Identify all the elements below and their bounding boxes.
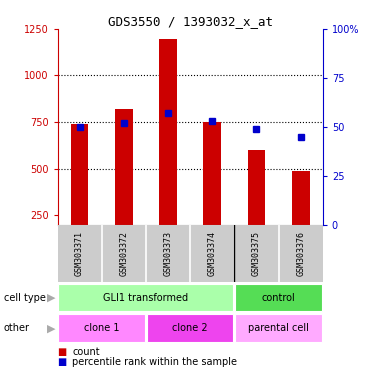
Text: ▶: ▶ xyxy=(47,293,55,303)
Bar xyxy=(235,314,322,342)
Bar xyxy=(115,109,133,225)
Text: GSM303375: GSM303375 xyxy=(252,231,261,276)
Bar xyxy=(203,122,221,225)
Text: cell type: cell type xyxy=(4,293,46,303)
Bar xyxy=(292,170,309,225)
Bar xyxy=(147,314,233,342)
Text: parental cell: parental cell xyxy=(248,323,309,333)
Text: GSM303372: GSM303372 xyxy=(119,231,128,276)
Text: GSM303376: GSM303376 xyxy=(296,231,305,276)
Text: ▶: ▶ xyxy=(47,323,55,333)
Text: clone 2: clone 2 xyxy=(172,323,208,333)
Text: GSM303373: GSM303373 xyxy=(164,231,173,276)
Title: GDS3550 / 1393032_x_at: GDS3550 / 1393032_x_at xyxy=(108,15,273,28)
Text: GLI1 transformed: GLI1 transformed xyxy=(104,293,188,303)
Text: clone 1: clone 1 xyxy=(84,323,119,333)
Text: control: control xyxy=(262,293,295,303)
Bar xyxy=(58,284,233,311)
Text: percentile rank within the sample: percentile rank within the sample xyxy=(72,357,237,367)
Bar xyxy=(159,39,177,225)
Text: other: other xyxy=(4,323,30,333)
Text: GSM303371: GSM303371 xyxy=(75,231,84,276)
Text: ■: ■ xyxy=(58,347,67,357)
Bar xyxy=(235,284,322,311)
Bar xyxy=(58,314,145,342)
Text: GSM303374: GSM303374 xyxy=(208,231,217,276)
Bar xyxy=(71,124,88,225)
Bar xyxy=(247,150,265,225)
Text: count: count xyxy=(72,347,100,357)
Text: ■: ■ xyxy=(58,357,67,367)
